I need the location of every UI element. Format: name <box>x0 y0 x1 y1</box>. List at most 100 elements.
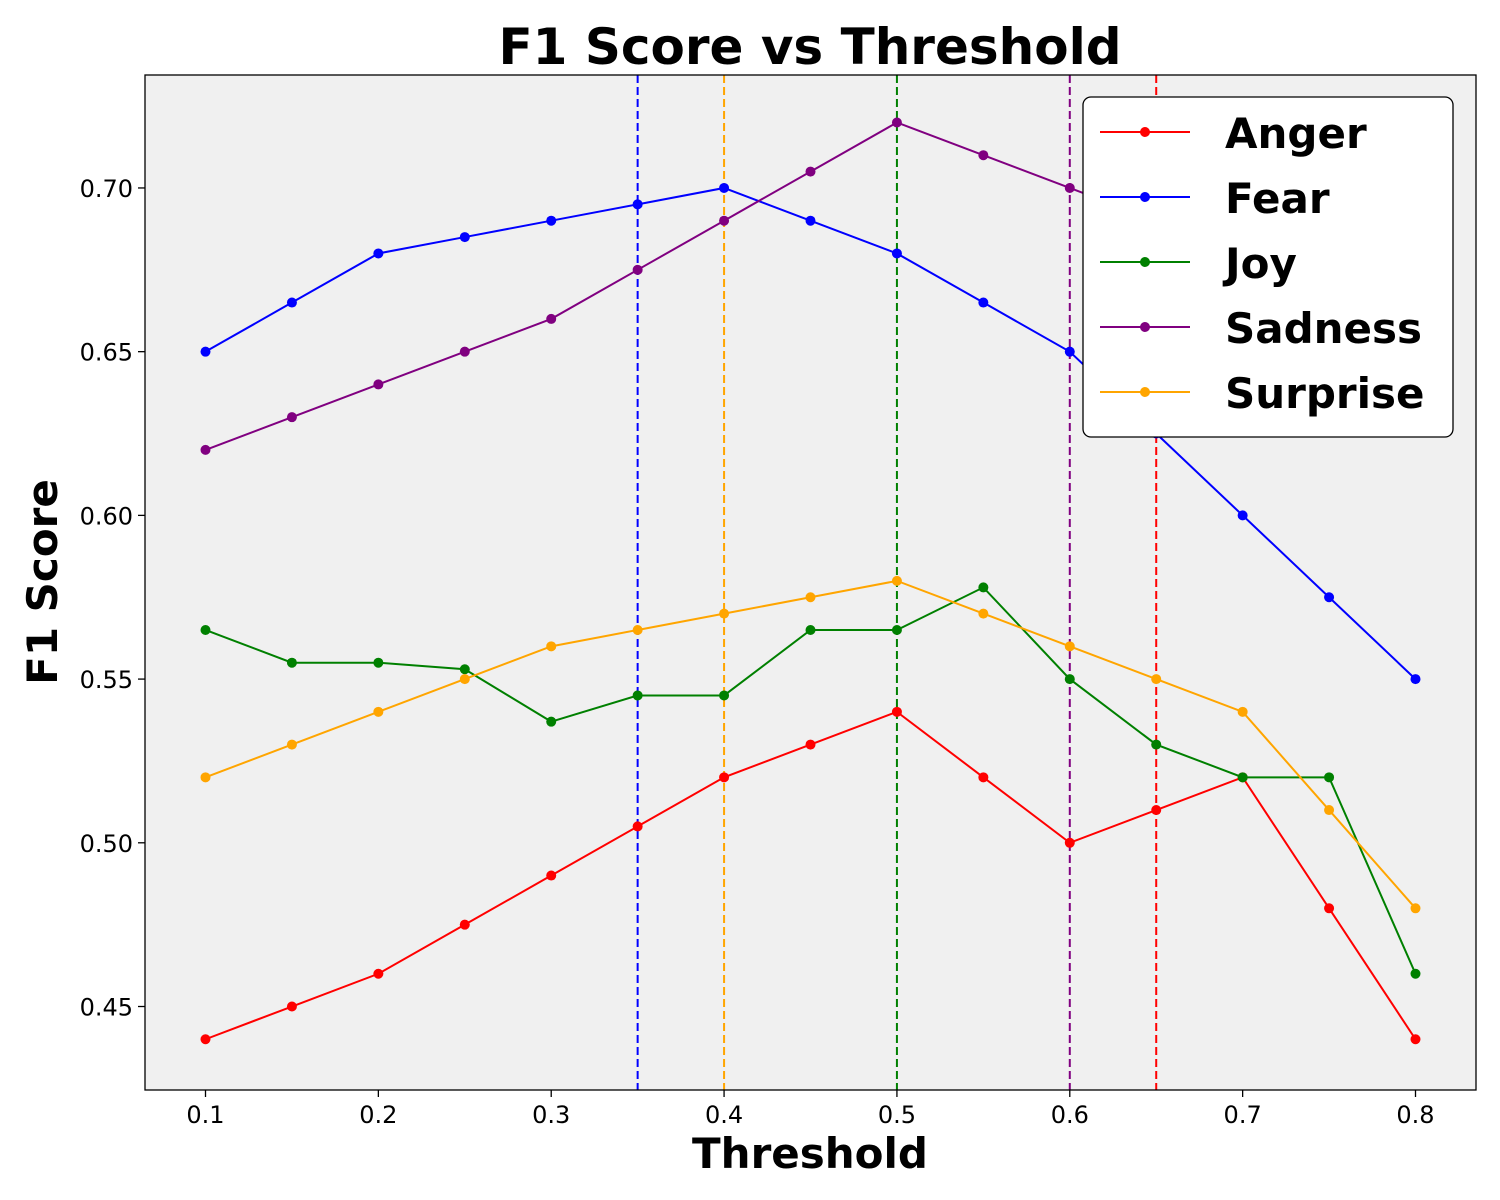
data-point-sadness <box>546 313 557 324</box>
x-axis: 0.1 0.2 0.3 0.4 0.5 0.6 0.7 0.8 <box>186 1090 1435 1129</box>
data-point-sadness <box>632 264 643 275</box>
data-point-sadness <box>1064 182 1075 193</box>
legend-swatch-marker <box>1140 257 1150 267</box>
x-tick-label: 0.2 <box>359 1101 397 1129</box>
data-point-anger <box>632 821 643 832</box>
legend-swatch-marker <box>1140 387 1150 397</box>
data-point-fear <box>1410 674 1421 685</box>
series-surprise <box>200 575 1421 914</box>
data-point-joy <box>1410 968 1421 979</box>
data-point-surprise <box>286 739 297 750</box>
data-point-anger <box>1410 1034 1421 1045</box>
data-point-joy <box>891 624 902 635</box>
data-point-fear <box>546 215 557 226</box>
legend-label: Fear <box>1225 174 1330 223</box>
data-point-anger <box>805 739 816 750</box>
data-point-fear <box>978 297 989 308</box>
data-point-surprise <box>1064 641 1075 652</box>
legend: Anger Fear Joy Sadness Surprise <box>1082 96 1454 438</box>
y-tick-label: 0.50 <box>80 830 133 858</box>
data-point-sadness <box>805 166 816 177</box>
data-point-surprise <box>1324 805 1335 816</box>
legend-item-fear: Fear <box>1100 174 1330 223</box>
data-point-fear <box>632 199 643 210</box>
data-point-anger <box>1324 903 1335 914</box>
data-point-surprise <box>978 608 989 619</box>
legend-label: Anger <box>1225 109 1367 158</box>
legend-swatch-marker <box>1140 192 1150 202</box>
x-tick-label: 0.7 <box>1224 1101 1262 1129</box>
data-point-surprise <box>459 674 470 685</box>
data-point-fear <box>719 182 730 193</box>
data-point-sadness <box>978 150 989 161</box>
data-point-surprise <box>719 608 730 619</box>
data-point-surprise <box>891 575 902 586</box>
data-point-surprise <box>546 641 557 652</box>
data-point-surprise <box>200 772 211 783</box>
legend-item-surprise: Surprise <box>1100 369 1425 418</box>
series-fear <box>200 182 1421 685</box>
data-point-fear <box>286 297 297 308</box>
data-point-surprise <box>1237 706 1248 717</box>
data-point-sadness <box>459 346 470 357</box>
series-layer <box>200 117 1421 1045</box>
data-point-surprise <box>373 706 384 717</box>
data-point-fear <box>373 248 384 259</box>
legend-swatch-marker <box>1140 127 1150 137</box>
data-point-joy <box>1151 739 1162 750</box>
x-tick-label: 0.4 <box>705 1101 743 1129</box>
x-tick-label: 0.1 <box>186 1101 224 1129</box>
data-point-anger <box>719 772 730 783</box>
x-tick-label: 0.5 <box>878 1101 916 1129</box>
data-point-joy <box>632 690 643 701</box>
data-point-anger <box>373 968 384 979</box>
data-point-joy <box>459 664 470 675</box>
data-point-joy <box>978 582 989 593</box>
series-joy <box>200 582 1421 979</box>
data-point-fear <box>200 346 211 357</box>
data-point-sadness <box>891 117 902 128</box>
legend-item-anger: Anger <box>1100 109 1367 158</box>
data-point-anger <box>891 706 902 717</box>
data-point-anger <box>286 1001 297 1012</box>
legend-swatch-marker <box>1140 322 1150 332</box>
data-point-fear <box>805 215 816 226</box>
data-point-joy <box>719 690 730 701</box>
data-point-anger <box>459 919 470 930</box>
legend-label: Surprise <box>1225 369 1425 418</box>
x-tick-label: 0.6 <box>1051 1101 1089 1129</box>
chart-title: F1 Score vs Threshold <box>499 18 1122 76</box>
data-point-sadness <box>373 379 384 390</box>
y-axis-label: F1 Score <box>18 479 67 685</box>
data-point-sadness <box>286 412 297 423</box>
legend-box <box>1082 96 1454 438</box>
x-tick-label: 0.3 <box>532 1101 570 1129</box>
y-tick-label: 0.65 <box>80 339 133 367</box>
data-point-surprise <box>805 592 816 603</box>
data-point-fear <box>1237 510 1248 521</box>
legend-label: Sadness <box>1225 304 1422 353</box>
data-point-surprise <box>1410 903 1421 914</box>
data-point-joy <box>1064 674 1075 685</box>
y-axis: 0.45 0.50 0.55 0.60 0.65 0.70 <box>80 175 145 1022</box>
series-anger <box>200 706 1421 1045</box>
y-tick-label: 0.70 <box>80 175 133 203</box>
data-point-joy <box>1237 772 1248 783</box>
data-point-sadness <box>719 215 730 226</box>
x-axis-label: Threshold <box>692 1129 928 1178</box>
data-point-fear <box>459 232 470 243</box>
data-point-anger <box>978 772 989 783</box>
data-point-joy <box>373 657 384 668</box>
data-point-joy <box>805 624 816 635</box>
data-point-surprise <box>632 624 643 635</box>
data-point-anger <box>1151 805 1162 816</box>
y-tick-label: 0.60 <box>80 502 133 530</box>
legend-item-joy: Joy <box>1100 239 1297 288</box>
data-point-joy <box>546 716 557 727</box>
data-point-joy <box>200 624 211 635</box>
data-point-anger <box>546 870 557 881</box>
x-tick-label: 0.8 <box>1396 1101 1434 1129</box>
plot-frame <box>144 74 1477 1091</box>
data-point-fear <box>891 248 902 259</box>
